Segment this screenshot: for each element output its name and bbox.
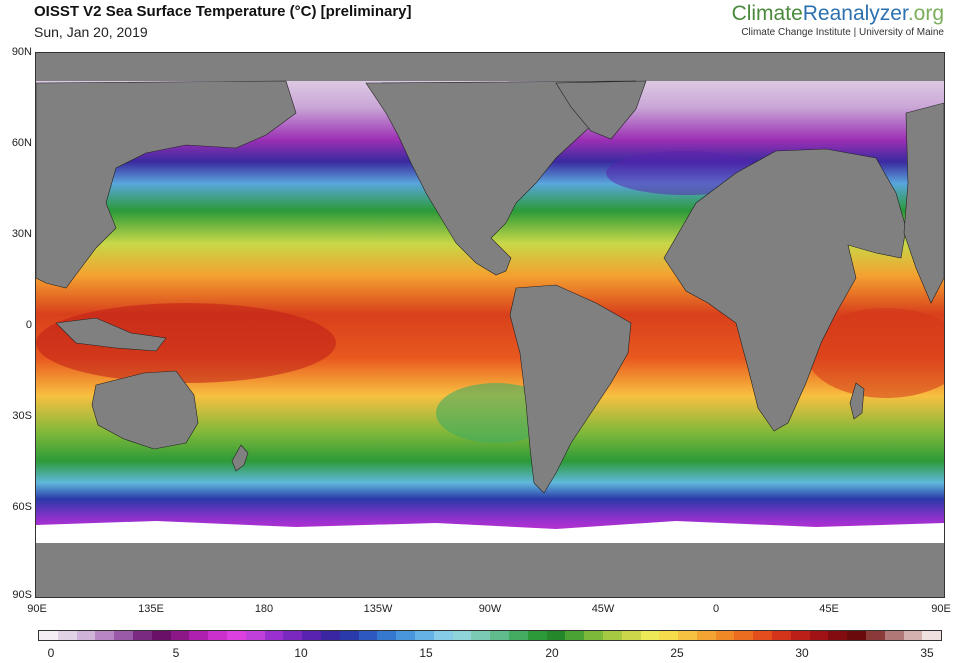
- colorbar-swatch: [790, 631, 810, 640]
- colorbar-swatch: [151, 631, 171, 640]
- colorbar-swatch: [659, 631, 679, 640]
- colorbar-swatch: [283, 631, 303, 640]
- sst-map[interactable]: [35, 52, 945, 598]
- lon-label-0: 0: [712, 603, 720, 615]
- colorbar-swatch: [490, 631, 509, 640]
- lat-label-60n: 60N: [11, 137, 32, 149]
- south-america-continent: [509, 284, 632, 494]
- colorbar-swatch: [809, 631, 829, 640]
- colorbar-swatch: [527, 631, 547, 640]
- colorbar-swatch: [414, 631, 434, 640]
- colorbar-label-20: 20: [545, 646, 559, 660]
- lon-label-45e: 45E: [819, 603, 839, 615]
- colorbar-swatch: [114, 631, 133, 640]
- lon-label-135e: 135E: [138, 603, 164, 615]
- lon-label-135w: 135W: [363, 603, 393, 615]
- colorbar-swatch: [39, 631, 58, 640]
- lat-label-60s: 60S: [12, 501, 32, 513]
- indian-ocean-warm: [806, 308, 944, 398]
- brand-name-part1: Climate: [731, 2, 803, 25]
- lat-label-30n: 30N: [11, 228, 32, 240]
- colorbar-swatch: [302, 631, 321, 640]
- colorbar-swatch: [339, 631, 359, 640]
- colorbar-swatch: [264, 631, 284, 640]
- colorbar-label-0: 0: [47, 646, 55, 660]
- colorbar-swatch: [866, 631, 885, 640]
- lat-label-0: 0: [25, 319, 32, 331]
- australia-continent: [91, 370, 199, 450]
- colorbar-swatch: [377, 631, 397, 640]
- europe-asia-east: [903, 102, 944, 304]
- new-zealand: [231, 444, 249, 472]
- lon-label-90e-right: 90E: [931, 603, 951, 615]
- colorbar-swatch: [471, 631, 491, 640]
- brand-name-part3: .org: [907, 2, 944, 25]
- colorbar-label-30: 30: [795, 646, 809, 660]
- sst-map-svg: [36, 53, 944, 597]
- colorbar-swatch: [602, 631, 622, 640]
- brand-name-part2: Reanalyzer: [802, 2, 908, 25]
- colorbar-swatch: [772, 631, 791, 640]
- antarctica: [36, 541, 944, 597]
- colorbar-label-10: 10: [294, 646, 308, 660]
- colorbar-swatch: [452, 631, 472, 640]
- colorbar-swatch: [433, 631, 453, 640]
- lon-label-45w: 45W: [591, 603, 615, 615]
- colorbar-swatch: [584, 631, 603, 640]
- colorbar-label-25: 25: [670, 646, 684, 660]
- colorbar-swatch: [189, 631, 209, 640]
- lat-label-30s: 30S: [12, 410, 32, 422]
- indonesia-islands: [55, 317, 167, 352]
- madagascar: [849, 382, 865, 420]
- colorbar-swatch: [508, 631, 528, 640]
- lon-label-90w: 90W: [478, 603, 502, 615]
- colorbar-swatch: [847, 631, 867, 640]
- colorbar-swatch: [358, 631, 378, 640]
- colorbar-swatch: [76, 631, 96, 640]
- colorbar-label-15: 15: [419, 646, 433, 660]
- asia-continent: [36, 80, 297, 289]
- colorbar-swatch: [208, 631, 227, 640]
- colorbar-swatch: [734, 631, 754, 640]
- colorbar-swatch: [678, 631, 697, 640]
- lon-label-90e: 90E: [27, 603, 47, 615]
- brand-name: ClimateReanalyzer.org: [732, 2, 944, 26]
- colorbar-swatch: [320, 631, 340, 640]
- colorbar-swatch: [245, 631, 265, 640]
- europe-africa-continent: [663, 148, 907, 432]
- colorbar-swatch: [95, 631, 115, 640]
- greenland: [555, 80, 647, 140]
- chart-date: Sun, Jan 20, 2019: [34, 24, 148, 40]
- colorbar-swatch: [621, 631, 641, 640]
- colorbar-swatch: [753, 631, 773, 640]
- colorbar-swatch: [715, 631, 735, 640]
- colorbar-swatch: [565, 631, 585, 640]
- colorbar-swatch: [696, 631, 716, 640]
- colorbar-swatch: [884, 631, 904, 640]
- colorbar-swatch: [132, 631, 152, 640]
- antarctic-ice: [36, 521, 944, 543]
- north-america-continent: [365, 80, 637, 276]
- colorbar-swatch: [170, 631, 190, 640]
- brand-subtitle: Climate Change Institute | University of…: [741, 27, 944, 38]
- colorbar-swatch: [922, 631, 942, 640]
- lat-label-90n: 90N: [11, 46, 32, 58]
- colorbar-label-5: 5: [172, 646, 180, 660]
- colorbar-swatch: [396, 631, 415, 640]
- lon-label-180: 180: [254, 603, 274, 615]
- colorbar-swatch: [226, 631, 246, 640]
- colorbar-swatch: [903, 631, 923, 640]
- lat-label-90s: 90S: [12, 589, 32, 601]
- colorbar-swatch: [640, 631, 660, 640]
- chart-title: OISST V2 Sea Surface Temperature (°C) [p…: [34, 3, 412, 20]
- arctic-region: [36, 53, 944, 81]
- colorbar-label-35: 35: [920, 646, 934, 660]
- west-pacific-warm-pool: [36, 303, 336, 383]
- colorbar-swatch: [828, 631, 848, 640]
- colorbar-swatch: [57, 631, 77, 640]
- colorbar-swatch: [546, 631, 566, 640]
- colorbar-legend: [38, 630, 942, 641]
- brand-logo[interactable]: ClimateReanalyzer.org Climate Change Ins…: [732, 2, 944, 38]
